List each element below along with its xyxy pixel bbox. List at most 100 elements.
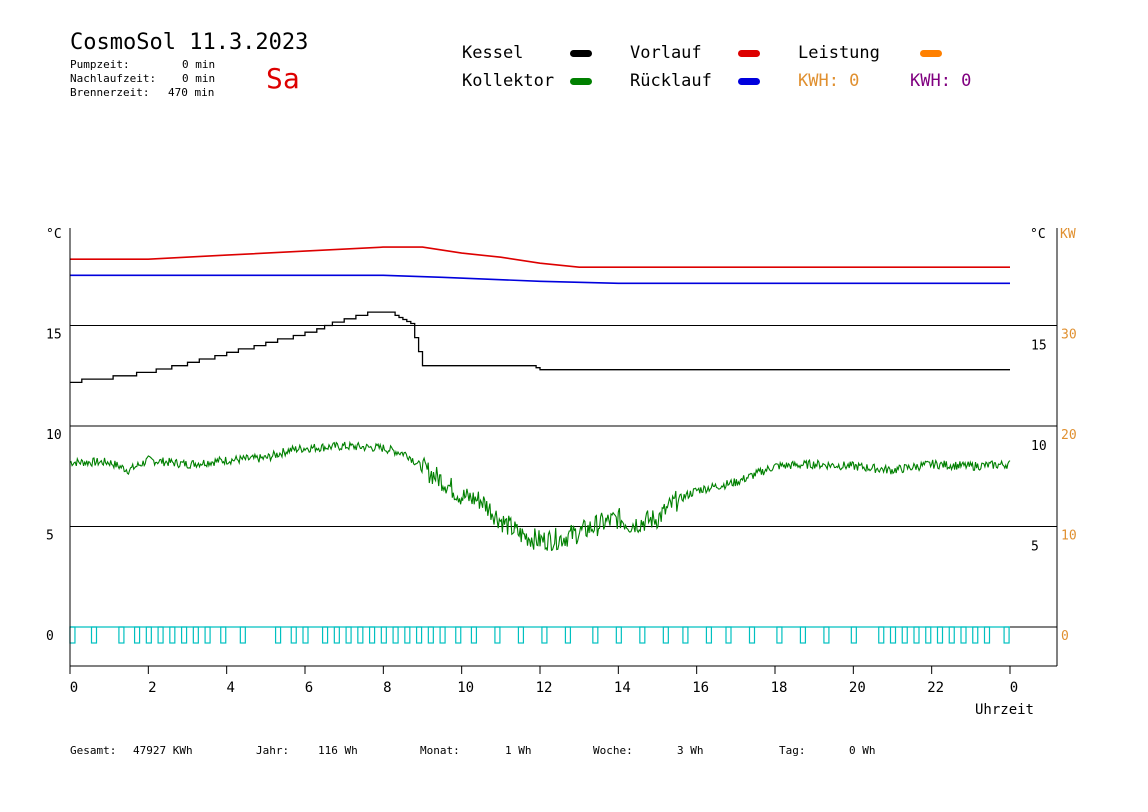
leistung-pulse <box>960 626 967 644</box>
leistung-pulse <box>748 626 756 644</box>
leistung-pulse <box>180 626 188 644</box>
leistung-pulse <box>192 626 199 644</box>
stat-brennerzeit-label: Brennerzeit: <box>70 86 150 99</box>
leistung-pulse <box>439 626 446 644</box>
left-axis-tick-label: 5 <box>46 529 54 544</box>
x-tick-label: 22 <box>927 680 944 696</box>
leistung-pulse <box>972 626 979 644</box>
leistung-pulse <box>345 626 352 644</box>
leistung-pulse <box>662 626 669 644</box>
kw-axis-tick-label: 30 <box>1061 328 1077 343</box>
leistung-pulse <box>220 626 227 644</box>
legend-leistung-swatch <box>920 50 942 57</box>
x-tick-label: 0 <box>70 680 78 696</box>
leistung-pulse <box>725 626 732 644</box>
leistung-pulse <box>936 626 944 644</box>
leistung-pulse <box>470 626 478 644</box>
leistung-pulse <box>639 626 646 644</box>
leistung-pulse <box>302 626 309 644</box>
stat-pumpzeit-label: Pumpzeit: <box>70 58 130 71</box>
leistung-pulse <box>592 626 599 644</box>
leistung-pulse <box>1003 626 1010 644</box>
left-axis-unit: °C <box>46 227 62 242</box>
temperature-chart: 0 2 4 6 8 10 12 14 16 18 20 22 0 0 5 10 15 5 10 15 0 10 20 30 U… <box>46 227 1077 718</box>
leistung-pulse <box>455 626 462 644</box>
leistung-pulse <box>392 626 399 644</box>
right-axis-tick-label: 15 <box>1031 339 1047 354</box>
footer-jahr-value: 116 Wh <box>318 744 358 757</box>
weekday-label: Sa <box>266 62 300 95</box>
leistung-pulse <box>274 626 282 644</box>
leistung-pulse <box>983 626 991 644</box>
legend-ruecklauf-swatch <box>738 78 760 85</box>
legend-kwh-orange: KWH: 0 <box>798 71 860 91</box>
x-tick-label: 14 <box>614 680 631 696</box>
leistung-pulse <box>415 626 423 644</box>
x-tick-label: 6 <box>305 680 313 696</box>
footer-gesamt-value: 47927 KWh <box>133 744 193 757</box>
leistung-pulse <box>850 626 857 644</box>
leistung-pulse <box>823 626 830 644</box>
leistung-pulse <box>427 626 434 644</box>
left-axis-tick-label: 15 <box>46 328 62 343</box>
kw-axis-tick-label: 10 <box>1061 529 1077 544</box>
left-axis-tick-label: 0 <box>46 629 54 644</box>
stat-brennerzeit-value: 470 min <box>168 86 215 99</box>
leistung-pulse <box>948 626 955 644</box>
legend-leistung-label: Leistung <box>798 43 880 63</box>
stat-nachlaufzeit-label: Nachlaufzeit: <box>70 72 157 85</box>
footer-woche-value: 3 Wh <box>677 744 704 757</box>
right-axis-kw-unit: KW <box>1060 227 1076 242</box>
leistung-pulse <box>145 626 152 644</box>
leistung-pulse <box>404 626 411 644</box>
right-axis-unit: °C <box>1030 227 1046 242</box>
x-tick-label: 0 <box>1010 680 1018 696</box>
leistung-pulse <box>169 626 176 644</box>
footer-woche-label: Woche: <box>593 744 633 757</box>
leistung-pulse <box>878 626 885 644</box>
leistung-pulse <box>157 626 164 644</box>
series-kollektor-line <box>69 440 1011 552</box>
legend-vorlauf-swatch <box>738 50 760 57</box>
leistung-pulse <box>133 626 141 644</box>
leistung-pulse <box>615 626 622 644</box>
x-tick-label: 18 <box>771 680 788 696</box>
chart-title: CosmoSol 11.3.2023 <box>70 30 309 55</box>
leistung-pulse <box>494 626 501 644</box>
stat-pumpzeit-value: 0 min <box>182 58 216 71</box>
x-tick-label: 12 <box>536 680 553 696</box>
series-ruecklauf-line <box>70 274 1010 285</box>
leistung-pulse <box>333 626 340 644</box>
leistung-pulse <box>69 626 76 644</box>
leistung-pulse <box>889 626 897 644</box>
leistung-pulse <box>901 626 908 644</box>
x-tick-label: 8 <box>383 680 391 696</box>
leistung-pulse <box>564 626 572 644</box>
stat-nachlaufzeit-value: 0 min <box>182 72 216 85</box>
leistung-pulse <box>204 626 211 644</box>
footer-tag-value: 0 Wh <box>849 744 876 757</box>
footer-monat-label: Monat: <box>420 744 460 757</box>
leistung-pulse <box>239 626 246 644</box>
right-axis-tick-label: 10 <box>1031 439 1047 454</box>
leistung-pulse <box>321 626 329 644</box>
leistung-pulse <box>357 626 364 644</box>
leistung-pulse <box>682 626 689 644</box>
leistung-pulse <box>705 626 713 644</box>
leistung-pulse <box>368 626 376 644</box>
series-kessel-line <box>70 311 1010 384</box>
leistung-pulse <box>776 626 783 644</box>
leistung-pulse <box>541 626 548 644</box>
left-axis-tick-label: 10 <box>46 428 62 443</box>
leistung-pulse <box>380 626 387 644</box>
kw-axis-tick-label: 0 <box>1061 629 1069 644</box>
x-axis-label: Uhrzeit <box>975 702 1034 718</box>
x-tick-label: 16 <box>692 680 709 696</box>
leistung-pulse <box>517 626 525 644</box>
legend-vorlauf-label: Vorlauf <box>630 43 702 63</box>
legend-ruecklauf-label: Rücklauf <box>630 71 712 91</box>
legend-kessel-label: Kessel <box>462 43 524 63</box>
legend-kwh-purple: KWH: 0 <box>910 71 972 91</box>
legend-kollektor-swatch <box>570 78 592 85</box>
x-tick-label: 2 <box>148 680 156 696</box>
